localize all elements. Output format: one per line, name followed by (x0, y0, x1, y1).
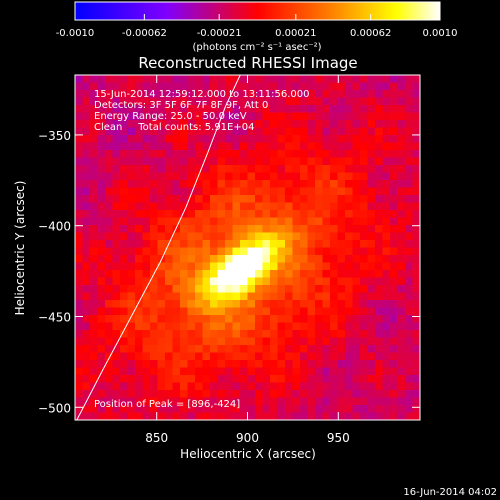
y-tick-label: −500 (38, 401, 71, 415)
y-tick-label: −350 (38, 129, 71, 143)
colorbar-tick-label: 0.0010 (423, 28, 458, 39)
heatmap-image (75, 75, 420, 420)
colorbar-tick-label: -0.0010 (56, 28, 95, 39)
colorbar-tick-label: 0.00021 (275, 28, 316, 39)
colorbar-tick-label: 0.00062 (350, 28, 391, 39)
solar-limb-line (76, 75, 241, 420)
x-axis-label: Heliocentric X (arcsec) (180, 447, 316, 461)
x-tick-label: 850 (145, 431, 168, 445)
y-tick-label: −450 (38, 311, 71, 325)
y-tick-label: −400 (38, 220, 71, 234)
annotation-detectors: Detectors: 3F 5F 6F 7F 8F 9F, Att 0 (94, 100, 268, 111)
peak-position-label: Position of Peak = [896,-424] (94, 399, 240, 410)
colorbar-unit-label: (photons cm⁻² s⁻¹ asec⁻²) (192, 42, 321, 53)
chart-title: Reconstructed RHESSI Image (138, 54, 357, 72)
x-tick-label: 950 (327, 431, 350, 445)
annotation-clean-counts: Clean Total counts: 5.91E+04 (94, 122, 254, 133)
x-tick-label: 900 (236, 431, 259, 445)
axis-ticks: 850 900 950 −350 −400 −450 −500 (38, 75, 420, 445)
colorbar (74, 1, 441, 21)
colorbar-tick-label: -0.00062 (122, 28, 167, 39)
y-axis-label: Heliocentric Y (arcsec) (13, 181, 27, 316)
colorbar-tick-label: -0.00021 (197, 28, 242, 39)
annotation-time-range: 15-Jun-2014 12:59:12.000 to 13:11:56.000 (94, 89, 310, 100)
colorbar-ticks: -0.0010 -0.00062 -0.00021 0.00021 0.00062 0.0… (56, 14, 458, 39)
annotation-energy-range: Energy Range: 25.0 - 50.0 keV (94, 111, 247, 122)
footer-timestamp: 16-Jun-2014 04:02 (403, 487, 497, 498)
